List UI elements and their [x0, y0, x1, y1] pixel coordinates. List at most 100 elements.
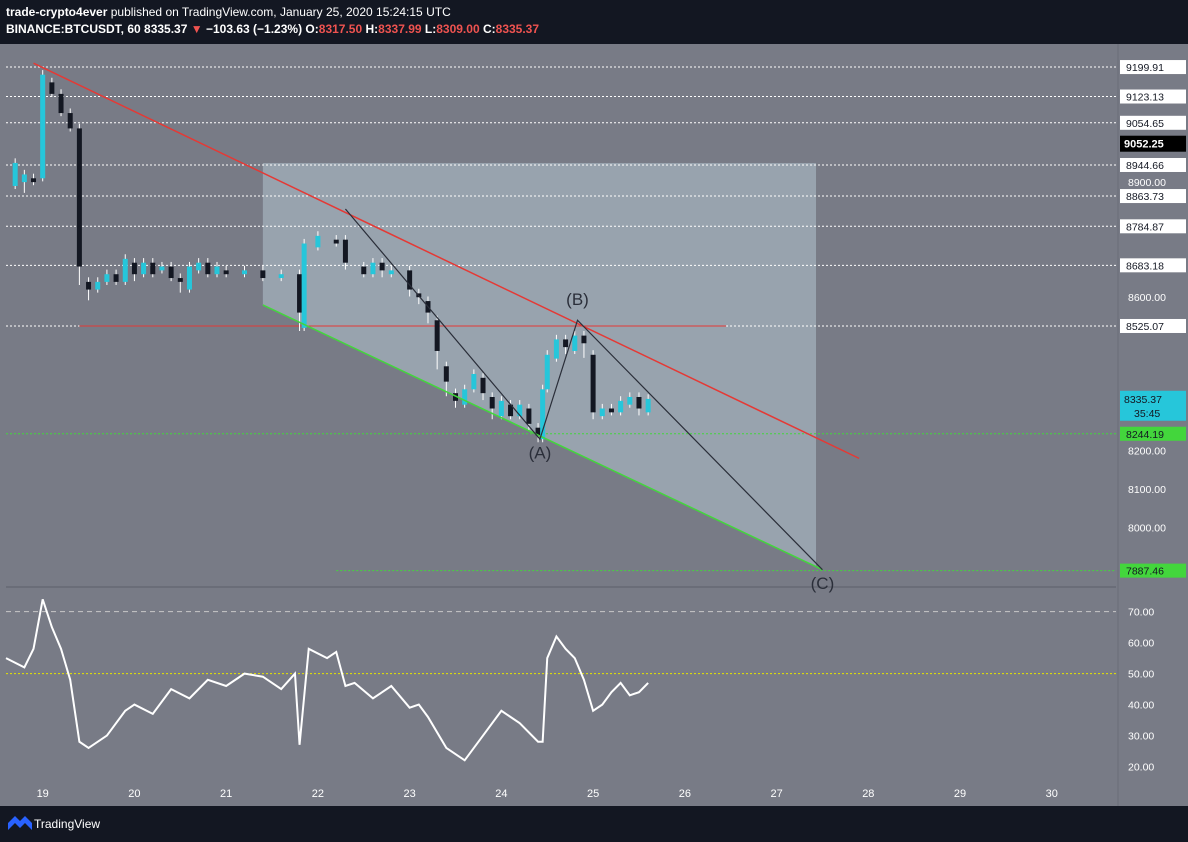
- price-tick-label: 8600.00: [1128, 292, 1166, 304]
- candle-body[interactable]: [645, 398, 651, 413]
- wave-label-C: (C): [811, 574, 835, 593]
- projection-zone[interactable]: [262, 162, 817, 567]
- last-close-badge-label: 9052.25: [1124, 139, 1164, 151]
- bar-countdown-label: 35:45: [1134, 408, 1160, 420]
- candle-body[interactable]: [297, 274, 303, 313]
- rsi-line[interactable]: [5, 598, 649, 762]
- candle-body[interactable]: [242, 270, 248, 275]
- candle-body[interactable]: [388, 270, 394, 275]
- candle-body[interactable]: [196, 262, 202, 271]
- candle-body[interactable]: [581, 335, 587, 344]
- candle-body[interactable]: [462, 389, 468, 405]
- candle-body[interactable]: [526, 408, 532, 424]
- candle-body[interactable]: [608, 408, 614, 413]
- candle-body[interactable]: [205, 262, 211, 275]
- candle-body[interactable]: [113, 274, 119, 282]
- candle-body[interactable]: [618, 400, 624, 413]
- candle-body[interactable]: [361, 266, 367, 275]
- rsi-tick-label: 60.00: [1128, 638, 1154, 650]
- date-tick-label: 26: [679, 788, 691, 800]
- candle-body[interactable]: [12, 162, 18, 186]
- price-label-box-8863.73: [1120, 189, 1186, 204]
- candle-body[interactable]: [86, 281, 92, 290]
- candle-body[interactable]: [498, 400, 504, 417]
- candle-body[interactable]: [599, 408, 605, 417]
- open-label: O:: [305, 22, 319, 36]
- candle-body[interactable]: [535, 427, 541, 436]
- last-price: 8335.37: [144, 22, 188, 36]
- candle-body[interactable]: [443, 366, 449, 382]
- candle-body[interactable]: [301, 243, 307, 328]
- candle-body[interactable]: [489, 396, 495, 409]
- candle-body[interactable]: [572, 335, 578, 351]
- candle-body[interactable]: [508, 404, 514, 417]
- rsi-tick-label: 70.00: [1128, 607, 1154, 619]
- candle-body[interactable]: [49, 82, 55, 94]
- close-value: 8335.37: [495, 22, 540, 36]
- candle-body[interactable]: [636, 396, 642, 409]
- elliott-wave-path[interactable]: [344, 208, 823, 571]
- date-tick-label: 19: [37, 788, 49, 800]
- candle-body[interactable]: [315, 235, 321, 248]
- candle-body[interactable]: [21, 174, 27, 183]
- high-value: 8337.99: [378, 22, 422, 36]
- publish-info: published on TradingView.com, January 25…: [110, 5, 451, 19]
- candle-body[interactable]: [214, 266, 220, 275]
- price-axis-label-8944.66: 8944.66: [1126, 160, 1164, 172]
- last-close-badge: [1120, 135, 1186, 152]
- price-tick-label: 8100.00: [1128, 484, 1166, 496]
- support-trendline[interactable]: [262, 304, 823, 571]
- date-tick-label: 20: [128, 788, 140, 800]
- candle-body[interactable]: [333, 239, 339, 244]
- candle-body[interactable]: [31, 178, 37, 183]
- candle-body[interactable]: [122, 258, 128, 282]
- candle-body[interactable]: [278, 274, 284, 279]
- candle-body[interactable]: [517, 404, 523, 417]
- candle-body[interactable]: [95, 281, 101, 290]
- candle-body[interactable]: [131, 262, 137, 275]
- candle-body[interactable]: [260, 270, 266, 279]
- candle-body[interactable]: [104, 274, 110, 282]
- date-tick-label: 29: [954, 788, 966, 800]
- candle-body[interactable]: [379, 262, 385, 271]
- candle-body[interactable]: [480, 377, 486, 394]
- candle-body[interactable]: [40, 74, 46, 179]
- tradingview-logo-icon[interactable]: [8, 816, 32, 830]
- candle-body[interactable]: [544, 354, 550, 390]
- candle-body[interactable]: [553, 339, 559, 359]
- candle-body[interactable]: [58, 93, 64, 114]
- price-axis-label-7887.46: 7887.46: [1126, 566, 1164, 578]
- wave-label-B: (B): [566, 290, 589, 309]
- candle-body[interactable]: [407, 270, 413, 290]
- resistance-trendline[interactable]: [33, 62, 860, 460]
- author-name[interactable]: trade-crypto4ever: [6, 5, 108, 19]
- candle-body[interactable]: [168, 266, 174, 279]
- candle-body[interactable]: [141, 262, 147, 275]
- candle-body[interactable]: [540, 389, 546, 440]
- price-axis-label-9123.13: 9123.13: [1126, 92, 1164, 104]
- date-tick-label: 23: [404, 788, 416, 800]
- candle-body[interactable]: [76, 128, 82, 267]
- candle-body[interactable]: [159, 266, 165, 271]
- candle-body[interactable]: [186, 266, 192, 290]
- tradingview-brand[interactable]: TradingView: [34, 817, 101, 831]
- candle-body[interactable]: [67, 113, 73, 129]
- candle-body[interactable]: [627, 396, 633, 405]
- symbol-label[interactable]: BINANCE:BTCUSDT, 60: [6, 22, 141, 36]
- candle-body[interactable]: [150, 262, 156, 275]
- candle-body[interactable]: [590, 354, 596, 413]
- candle-body[interactable]: [342, 239, 348, 263]
- candle-body[interactable]: [177, 278, 183, 282]
- price-label-box-7887.46: [1120, 563, 1186, 578]
- candle-body[interactable]: [434, 320, 440, 351]
- candle-body[interactable]: [563, 339, 569, 348]
- price-tick-label: 8000.00: [1128, 522, 1166, 534]
- low-value: 8309.00: [436, 22, 480, 36]
- candle-body[interactable]: [471, 373, 477, 390]
- candle-body[interactable]: [223, 270, 229, 275]
- current-price-label: 8335.37: [1124, 394, 1162, 406]
- candle-body[interactable]: [453, 393, 459, 401]
- candle-body[interactable]: [370, 262, 376, 275]
- high-label: H:: [365, 22, 379, 36]
